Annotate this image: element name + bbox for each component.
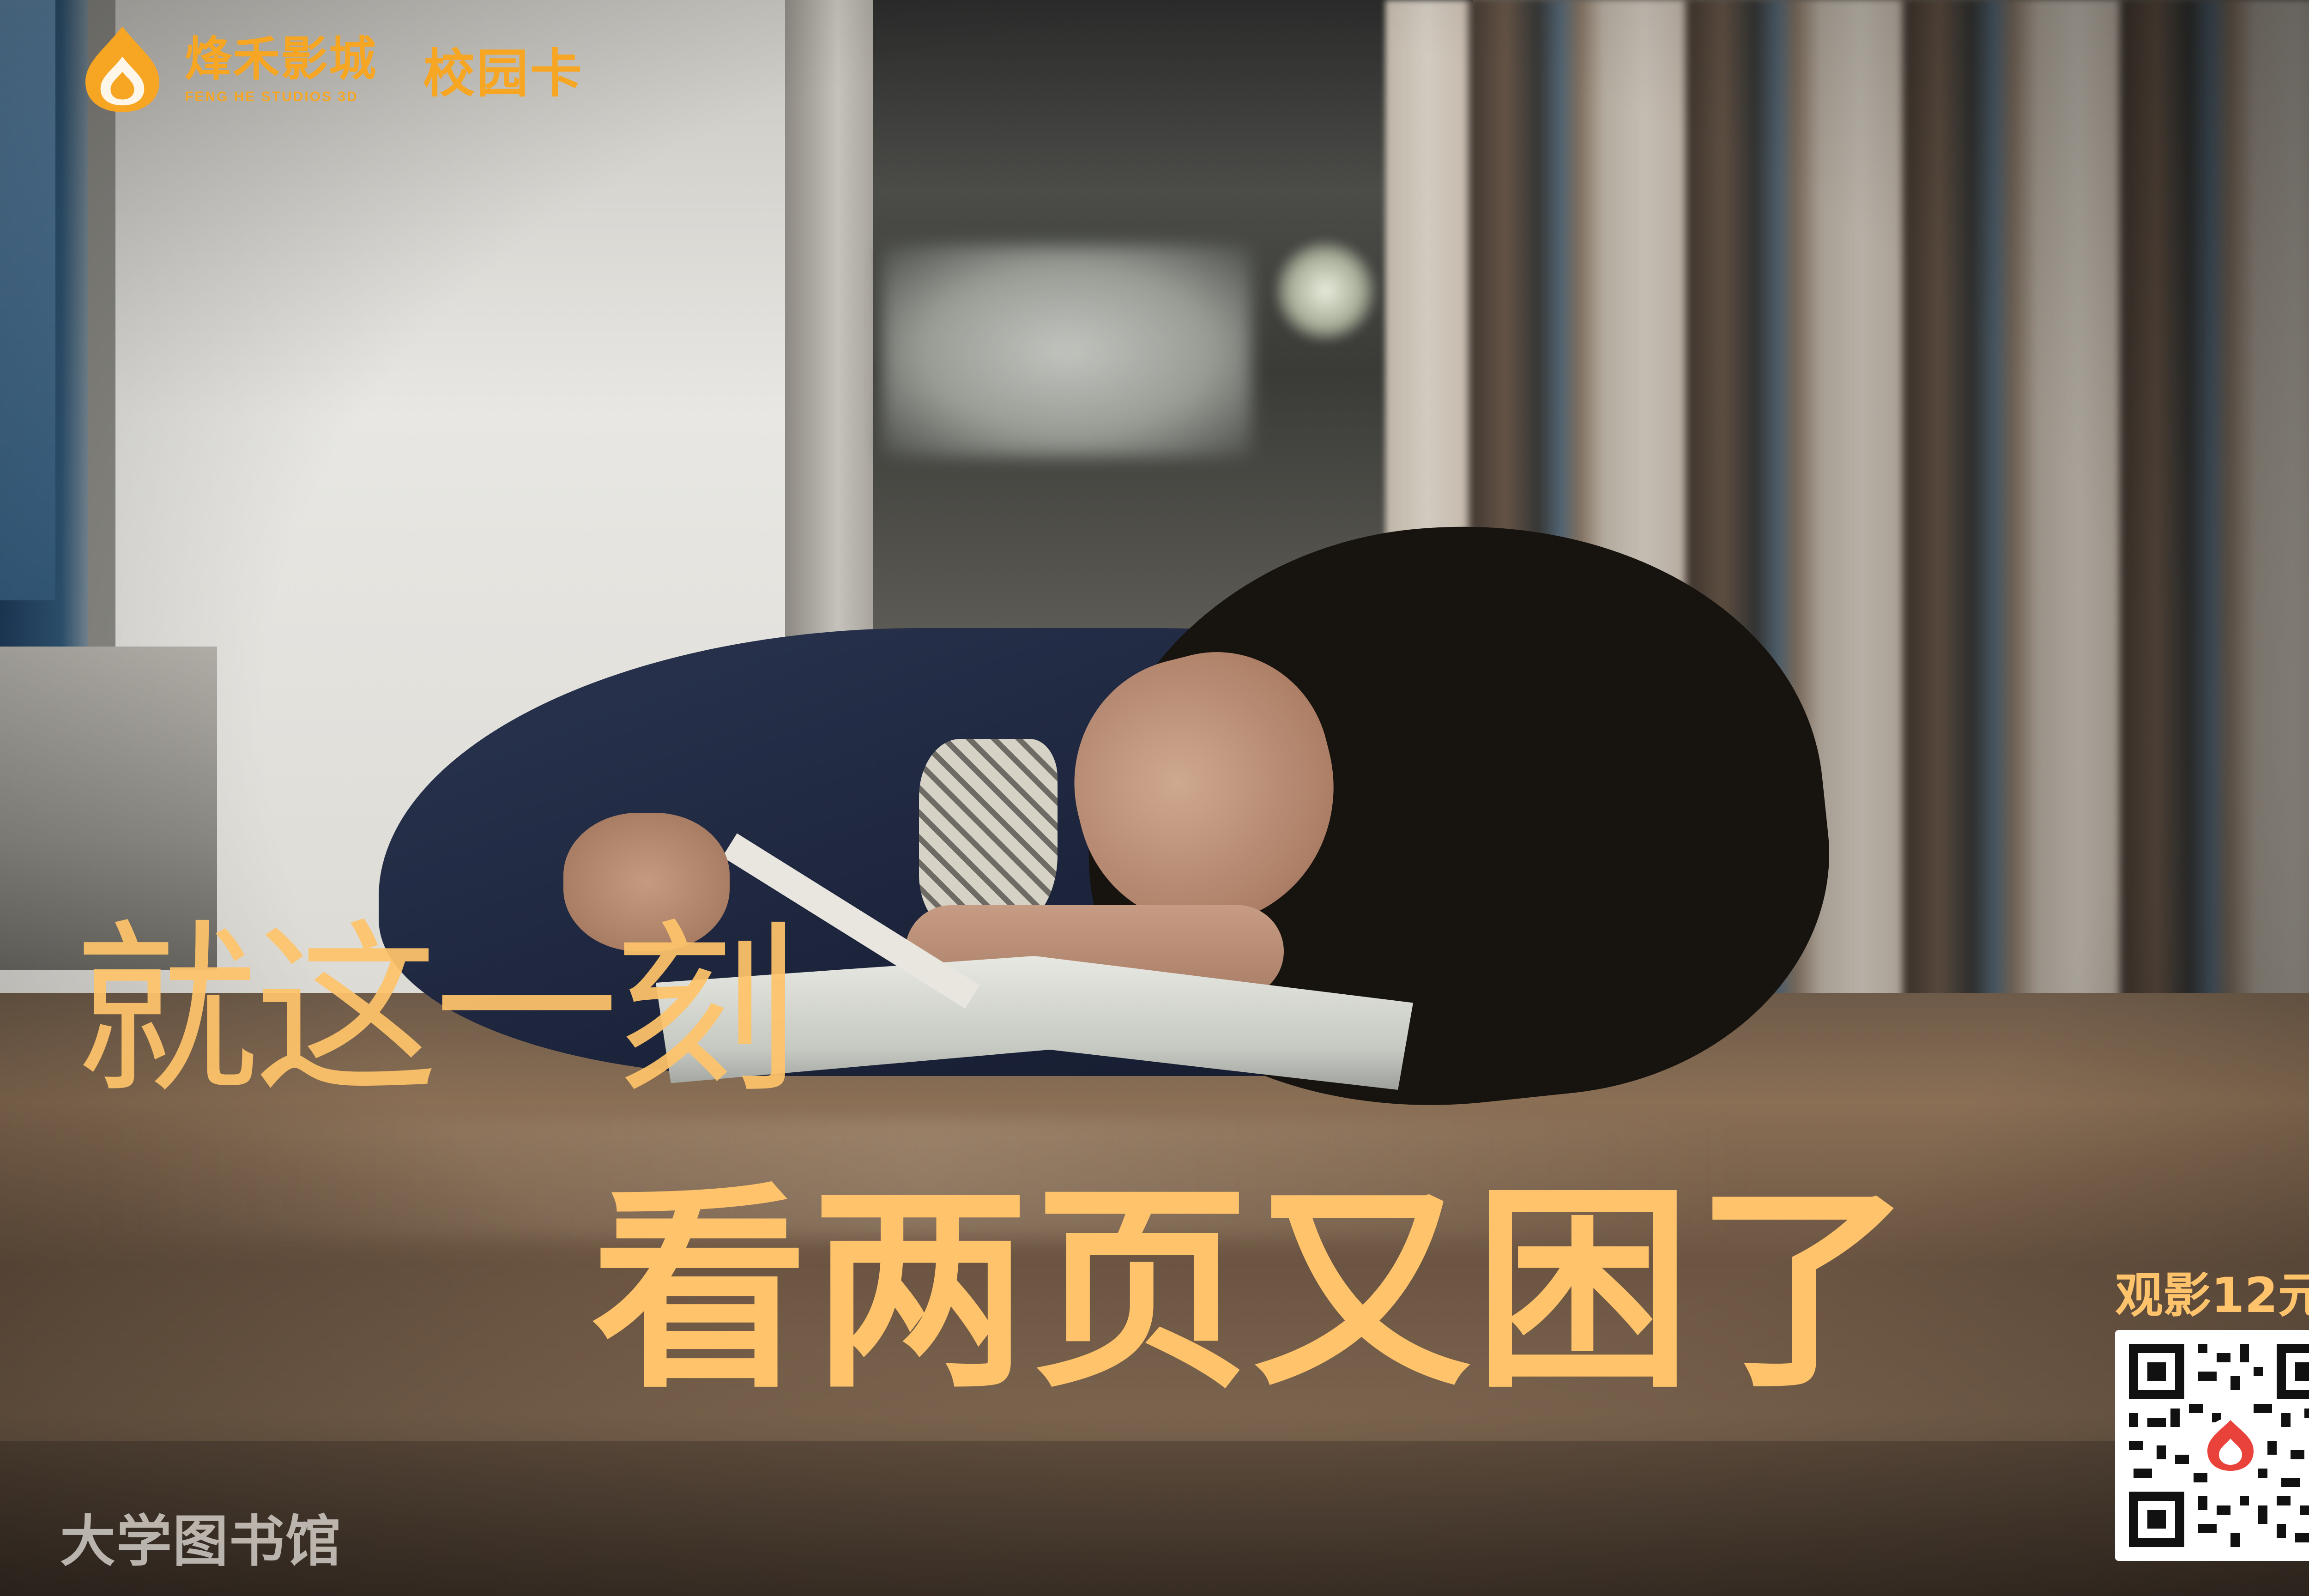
qr-code-icon[interactable] [2115,1330,2309,1561]
fenghe-logo-icon [85,26,159,112]
headline-line-1: 就这一刻 [74,904,799,1118]
student-scarf [919,739,1058,933]
brand-name-en: FENG HE STUDIOS 3D [185,89,358,105]
table-front-edge [0,1441,2309,1596]
table-glare [92,1118,1755,1238]
ceiling-light [1275,240,1376,342]
brand-header: 烽禾影城 FENG HE STUDIOS 3D 校园卡 [79,23,584,115]
price-label: 观影12元起 [2115,1267,2309,1324]
window-glass [0,0,55,600]
corridor-window [882,245,1251,457]
student-hand [563,813,730,951]
location-label: 大学图书馆 [60,1510,342,1574]
window-sill [0,647,217,970]
campus-card-label: 校园卡 [423,44,584,104]
brand-name-cn: 烽禾影城 [185,31,377,87]
brand-name: 烽禾影城 FENG HE STUDIOS 3D [185,31,377,105]
headline-line-2: 看两页又困了 [591,1164,1916,1417]
